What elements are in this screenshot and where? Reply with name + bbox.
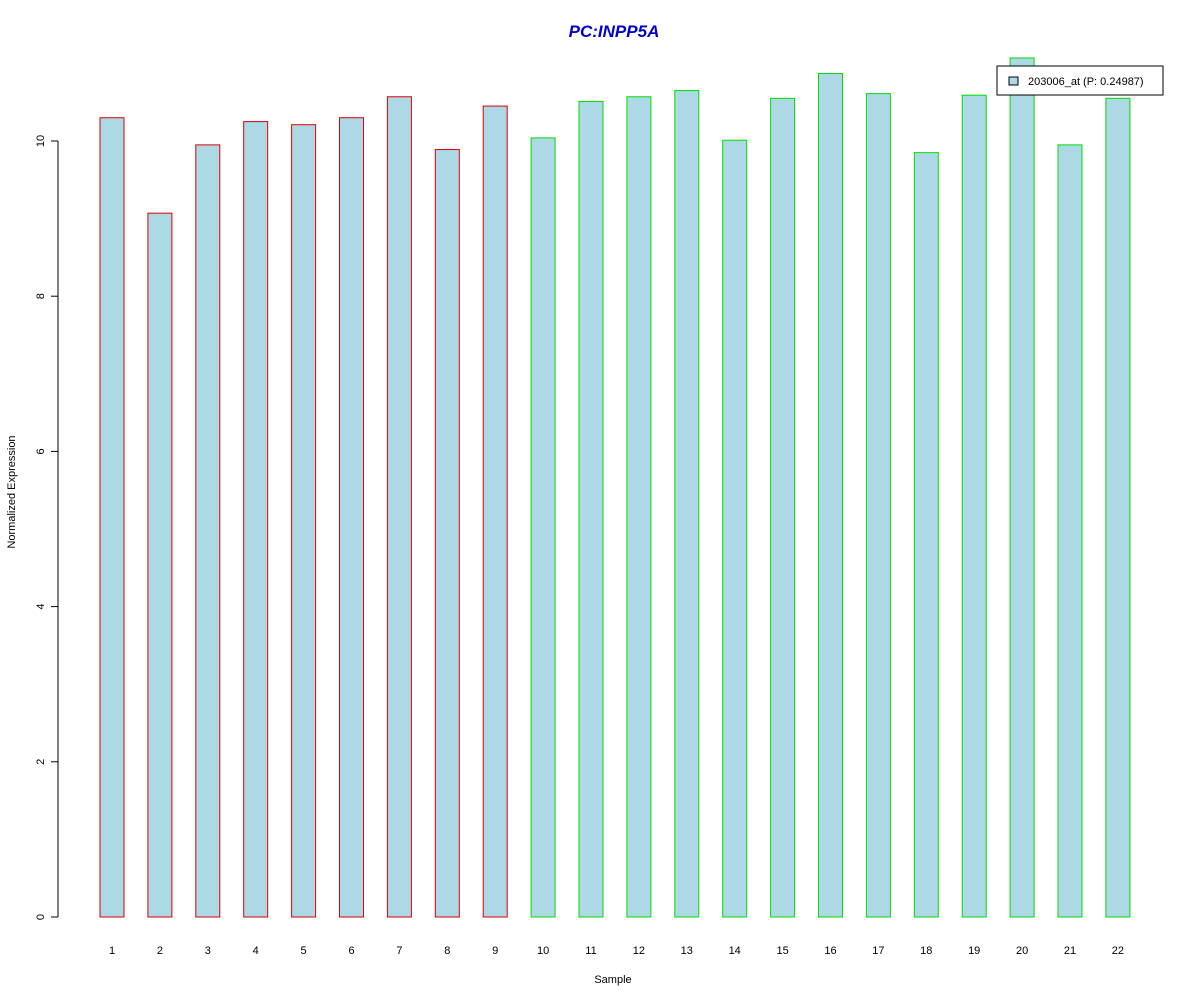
legend-box (996, 65, 1164, 96)
bar-sample-2 (147, 212, 173, 918)
x-tick-label: 13 (681, 945, 693, 957)
bar-sample-8 (434, 149, 460, 918)
bar-sample-10 (530, 137, 556, 918)
y-axis-label: Normalized Expression (6, 435, 18, 548)
x-tick-label: 7 (396, 945, 402, 957)
bars-group (99, 57, 1131, 918)
x-tick-label: 18 (920, 945, 932, 957)
x-tick-label: 11 (585, 945, 596, 957)
x-tick-label: 10 (537, 945, 549, 957)
y-tick-label: 2 (35, 759, 47, 765)
x-tick-label: 20 (1016, 945, 1028, 957)
x-axis-label: Sample (594, 974, 631, 986)
bar-sample-18 (913, 152, 939, 918)
x-tick-label: 8 (444, 945, 450, 957)
bar-sample-19 (961, 94, 987, 918)
x-tick-label: 19 (968, 945, 980, 957)
bar-sample-17 (865, 93, 891, 918)
y-tick-label: 10 (35, 135, 47, 147)
bar-sample-5 (291, 124, 317, 918)
legend-swatch (1008, 76, 1019, 86)
x-tick-label: 2 (157, 945, 163, 957)
x-tick-label: 12 (633, 945, 645, 957)
bar-sample-14 (722, 139, 748, 918)
bar-sample-11 (578, 100, 604, 918)
x-tick-label: 15 (776, 945, 788, 957)
x-tick-label: 21 (1064, 945, 1076, 957)
bar-sample-1 (99, 117, 125, 918)
x-tick-label: 16 (824, 945, 836, 957)
y-tick-label: 8 (35, 293, 47, 299)
bar-sample-12 (626, 96, 652, 918)
bar-sample-6 (339, 117, 364, 918)
bar-sample-20 (1009, 57, 1035, 918)
x-tick-label: 3 (205, 945, 211, 957)
x-tick-label: 14 (729, 945, 741, 957)
x-tick-label: 1 (109, 945, 115, 957)
chart-title: PC:INPP5A (569, 22, 660, 41)
bar-sample-21 (1057, 144, 1083, 918)
bar-sample-9 (482, 105, 508, 918)
x-tick-labels: 1 2 3 4 5 6 7 8 9 10 11 12 13 14 15 16 17 18 19 20 21 22 (109, 945, 1124, 957)
y-tick-label: 6 (35, 448, 47, 454)
x-tick-label: 4 (253, 945, 259, 957)
x-tick-label: 17 (872, 945, 884, 957)
x-tick-label: 5 (301, 945, 307, 957)
x-tick-label: 6 (348, 945, 354, 957)
bar-sample-16 (818, 72, 843, 918)
y-tick-label: 4 (35, 604, 47, 610)
legend: 203006_at (P: 0.24987) (996, 65, 1164, 96)
bar-sample-15 (770, 97, 796, 918)
y-tick-label: 0 (35, 914, 47, 920)
bar-sample-7 (386, 96, 412, 918)
legend-label: 203006_at (P: 0.24987) (1028, 76, 1144, 88)
x-tick-label: 9 (492, 945, 498, 957)
x-tick-label: 22 (1112, 945, 1124, 957)
bar-sample-22 (1105, 97, 1131, 918)
bar-sample-4 (243, 121, 269, 918)
y-axis: 0 2 4 6 8 10 (35, 135, 59, 920)
bar-sample-3 (195, 144, 221, 918)
bar-sample-13 (674, 90, 700, 918)
